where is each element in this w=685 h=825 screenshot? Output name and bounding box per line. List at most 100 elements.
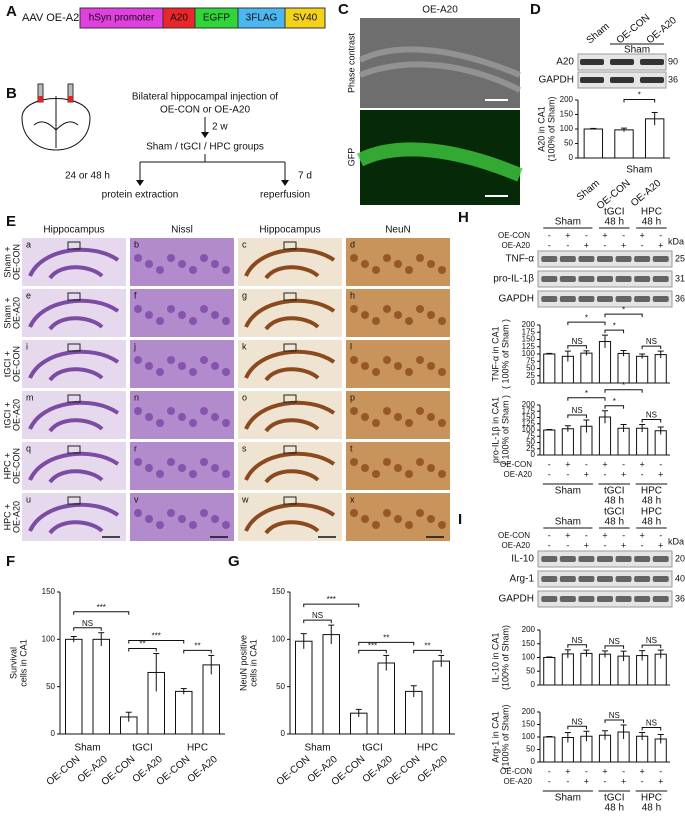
condition-sign: - <box>585 766 588 776</box>
condition-sign: - <box>659 230 662 240</box>
blot-band <box>597 596 613 602</box>
blot-band <box>634 576 651 582</box>
histology-image <box>238 493 342 541</box>
y-axis-label: A20 in CA1 <box>536 106 546 152</box>
cell <box>361 413 369 421</box>
kda-label: 90 <box>668 56 678 66</box>
condition-sign: - <box>641 240 644 250</box>
blot-band <box>541 296 558 302</box>
arrowhead <box>136 180 289 186</box>
schematic-text: protein extraction <box>102 190 179 201</box>
cell <box>189 521 197 529</box>
y-axis-label: ( 100% of Sham ) <box>500 395 510 465</box>
blot-band <box>580 77 604 83</box>
condition-sign: - <box>622 766 625 776</box>
significance-label: NS <box>312 611 323 620</box>
histology-image <box>22 493 126 541</box>
condition-sign: + <box>584 776 589 786</box>
cell <box>211 311 219 319</box>
bar <box>654 354 667 384</box>
significance-label: * <box>622 381 625 390</box>
group-label: Sham <box>74 743 100 754</box>
condition-label: OE-A20 <box>504 470 533 479</box>
blot-band <box>578 276 595 282</box>
significance-label: NS <box>646 411 657 420</box>
group-label: HPC <box>641 793 662 804</box>
cell <box>178 260 186 268</box>
image-side-label: Phase contrast <box>346 32 356 93</box>
image-letter: v <box>134 494 139 504</box>
roi-box <box>283 343 297 352</box>
bar <box>65 638 83 735</box>
blot-band <box>578 256 595 262</box>
bar <box>561 653 574 686</box>
schematic-text: 7 d <box>298 171 312 182</box>
cell <box>350 305 358 313</box>
row-label: Sham + <box>2 246 12 277</box>
kda-label: 20 <box>675 553 685 563</box>
y-tick-label: 100 <box>522 653 536 662</box>
histology-image <box>22 442 126 490</box>
bar <box>654 653 667 686</box>
cell <box>394 362 402 370</box>
y-axis-label: Arg-1 in CA1 <box>490 711 500 763</box>
cell <box>134 305 142 313</box>
group-label: Sham <box>555 517 581 528</box>
cell <box>394 515 402 523</box>
y-tick-label: 150 <box>522 720 536 729</box>
timeline-arrows <box>136 117 289 186</box>
significance-label: * <box>622 305 625 314</box>
panel-label: B <box>6 85 17 102</box>
y-tick-label: 100 <box>522 732 536 741</box>
cell <box>405 368 413 376</box>
y-axis-label: IL-10 in CA1 <box>490 632 500 682</box>
row-label: OE-CON <box>11 346 21 382</box>
group-label: tGCI <box>604 486 625 497</box>
y-tick-label: 150 <box>42 587 56 596</box>
cell <box>394 464 402 472</box>
blot-band <box>541 256 558 262</box>
blot-band <box>559 296 576 302</box>
condition-sign: + <box>565 230 570 240</box>
group-label: 48 h <box>642 496 661 507</box>
roi-box <box>67 292 81 301</box>
image-letter: a <box>26 239 31 249</box>
significance-bracket <box>413 649 442 654</box>
cell <box>145 464 153 472</box>
condition-sign: + <box>621 469 626 479</box>
image-letter: f <box>134 290 137 300</box>
histology-image <box>22 391 126 439</box>
group-label: HPC <box>641 207 662 218</box>
cell <box>372 419 380 427</box>
cell <box>167 407 175 415</box>
roi-box <box>67 241 81 250</box>
y-tick-label: 50 <box>46 682 55 691</box>
row-label: OE-A20 <box>11 399 21 431</box>
cell <box>383 254 391 262</box>
condition-sign: + <box>640 530 645 540</box>
blot-band <box>559 276 576 282</box>
y-axis-label: (100% of Sham) <box>500 704 510 769</box>
image-letter: o <box>242 392 247 402</box>
y-axis-label: pro-IL-1β in CA1 <box>490 397 500 463</box>
roi-box <box>283 292 297 301</box>
condition-sign: + <box>658 776 663 786</box>
bar <box>580 352 593 384</box>
cell <box>350 509 358 517</box>
schematic-text: 2 w <box>212 122 228 133</box>
y-tick-label: 200 <box>522 400 536 409</box>
group-label: 48 h <box>605 496 624 507</box>
cell <box>211 260 219 268</box>
hippocampus-shape <box>244 502 336 535</box>
schematic-text: 24 or 48 h <box>65 171 110 182</box>
cell <box>405 521 413 529</box>
blot-band <box>578 556 595 562</box>
cell <box>394 260 402 268</box>
x-tick-label: Sham <box>575 178 602 203</box>
schematic-text: Bilateral hippocampal injection of <box>132 92 278 103</box>
bar <box>405 690 423 735</box>
y-tick-label: 75 <box>526 431 535 440</box>
condition-label: OE-CON <box>498 231 530 240</box>
cell <box>427 260 435 268</box>
image-letter: j <box>133 341 136 351</box>
